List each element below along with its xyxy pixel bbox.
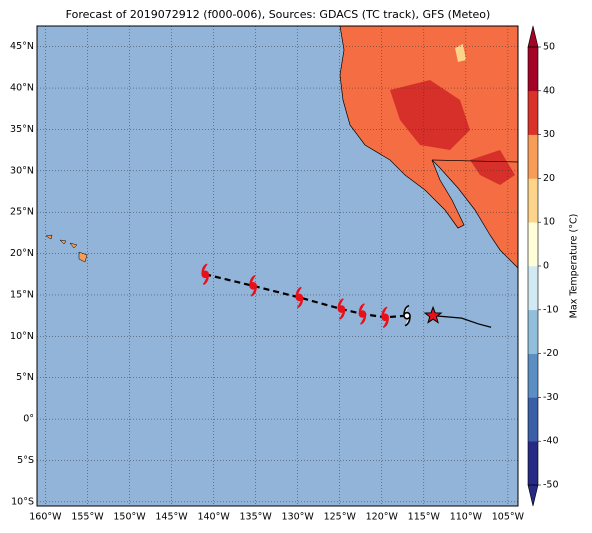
y-tick-label: 10°N xyxy=(10,331,34,342)
cool-region xyxy=(455,44,466,62)
y-tick-label: 10°S xyxy=(11,496,34,507)
colorbar-segment xyxy=(528,178,538,223)
hot-region xyxy=(470,150,515,185)
storm-symbol xyxy=(337,298,346,320)
border xyxy=(431,159,519,163)
x-tick-label: 140°W xyxy=(197,512,230,523)
past-track xyxy=(433,315,492,328)
colorbar-tick-label: 30 xyxy=(543,129,555,140)
current-position xyxy=(423,305,443,324)
colorbar-tick-label: -10 xyxy=(543,304,559,315)
y-tick-label: 5°N xyxy=(16,372,34,383)
colorbar-segment xyxy=(528,397,538,442)
storm-symbol xyxy=(358,303,367,325)
hot-region xyxy=(390,80,470,150)
colorbar-segment xyxy=(528,353,538,398)
colorbar-tick-label: -50 xyxy=(543,480,559,491)
x-tick-label: 145°W xyxy=(155,512,188,523)
colorbar-label: Max Temperature (°C) xyxy=(569,214,580,319)
track xyxy=(201,263,492,329)
storm-symbol xyxy=(381,306,389,329)
colorbar-tick-label: 10 xyxy=(543,217,555,228)
colorbar-tick-label: -40 xyxy=(543,436,559,447)
x-tick-label: 125°W xyxy=(324,512,357,523)
storm-symbol xyxy=(201,263,209,286)
y-tick-label: 40°N xyxy=(10,83,34,94)
colorbar-tick-label: 50 xyxy=(543,42,555,53)
y-tick-label: 45°N xyxy=(10,41,34,52)
x-tick-label: 150°W xyxy=(113,512,146,523)
colorbar-tick-label: 0 xyxy=(543,261,549,272)
x-tick-label: 105°W xyxy=(492,512,525,523)
colorbar-segment xyxy=(528,441,538,486)
x-tick-label: 155°W xyxy=(71,512,104,523)
x-tick-label: 130°W xyxy=(282,512,315,523)
storm-symbol xyxy=(403,304,411,327)
storm-symbol xyxy=(249,275,257,297)
colorbar-segment xyxy=(528,222,538,267)
colorbar-extend xyxy=(527,484,539,507)
x-tick-label: 135°W xyxy=(239,512,272,523)
y-tick-label: 35°N xyxy=(10,124,34,135)
land xyxy=(45,25,519,269)
hawaii xyxy=(45,234,88,263)
y-tick-label: 5°S xyxy=(17,455,34,466)
map-frame xyxy=(36,25,519,507)
colorbar-segment xyxy=(528,134,538,179)
map-title: Forecast of 2019072912 (f000-006), Sourc… xyxy=(66,8,491,21)
y-tick-label: 20°N xyxy=(10,248,34,259)
y-tick-label: 15°N xyxy=(10,289,34,300)
x-tick-label: 110°W xyxy=(450,512,483,523)
colorbar-tick-label: -30 xyxy=(543,392,559,403)
grid xyxy=(37,26,518,506)
colorbar-tick-label: 20 xyxy=(543,173,555,184)
y-tick-label: 0° xyxy=(23,414,34,425)
y-tick-label: 25°N xyxy=(10,207,34,218)
colorbar-tick-label: 40 xyxy=(543,85,555,96)
storm-symbol xyxy=(295,286,304,309)
colorbar-segment xyxy=(528,90,538,135)
colorbar: 50 40 30 20 10 0 -10 -20 -30 -40 -50 xyxy=(527,25,559,507)
colorbar-extend xyxy=(527,25,539,48)
x-tick-label: 115°W xyxy=(408,512,441,523)
x-tick-label: 160°W xyxy=(29,512,62,523)
colorbar-segment xyxy=(528,309,538,354)
colorbar-segment xyxy=(528,47,538,92)
x-tick-label: 120°W xyxy=(366,512,399,523)
colorbar-segment xyxy=(528,266,538,311)
y-tick-label: 30°N xyxy=(10,165,34,176)
colorbar-tick-label: -20 xyxy=(543,348,559,359)
north-america xyxy=(339,25,519,269)
